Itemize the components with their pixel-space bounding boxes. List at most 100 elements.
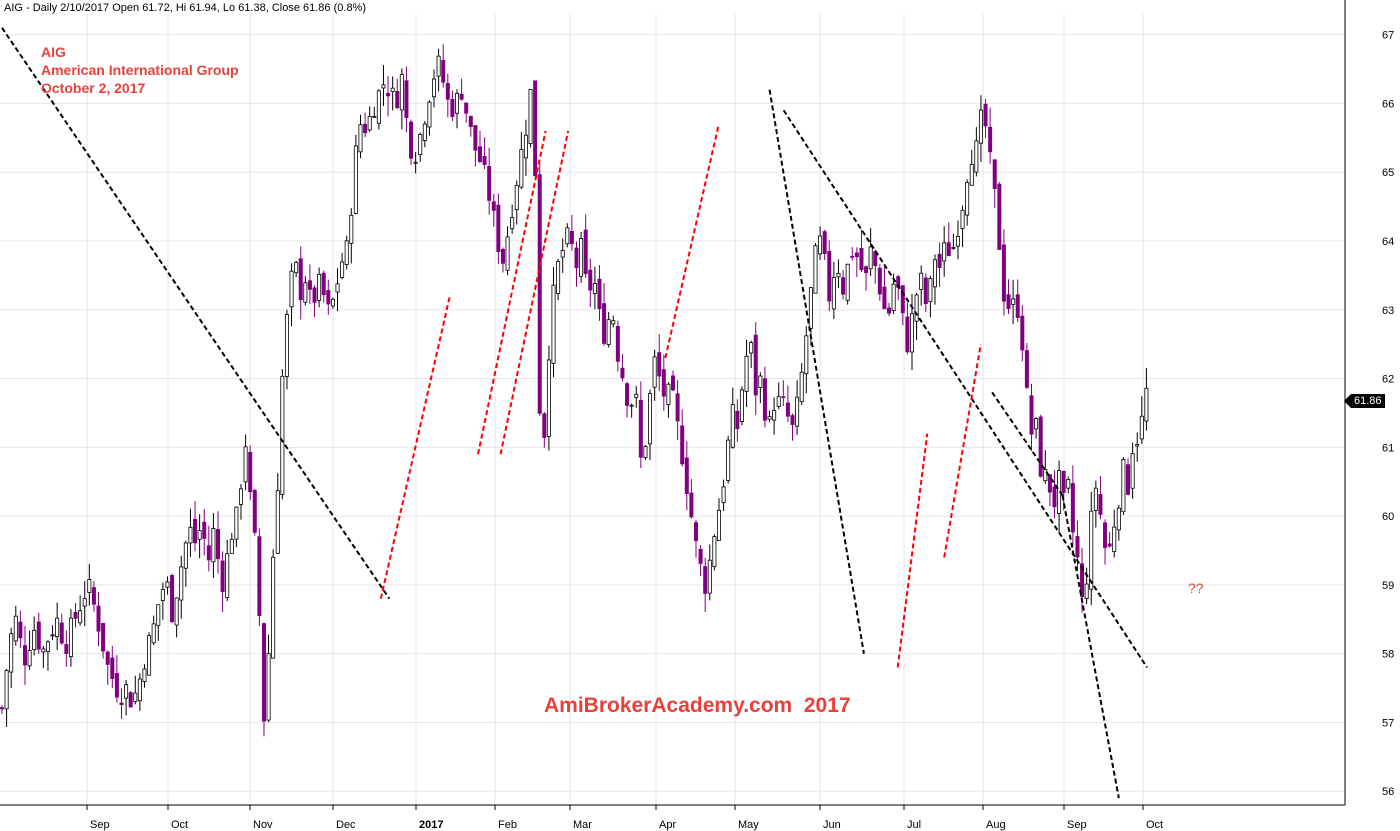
candle-up — [188, 526, 193, 544]
candle-down — [1103, 522, 1108, 548]
y-tick-label: 66 — [1382, 98, 1394, 110]
red-trendline — [477, 130, 547, 455]
x-tick-label: Sep — [90, 819, 110, 831]
candle-up — [78, 610, 83, 624]
candle-down — [1024, 350, 1029, 388]
y-tick-label: 67 — [1382, 30, 1394, 42]
candle-up — [546, 359, 551, 437]
candle-up — [836, 272, 841, 278]
candle-up — [1144, 387, 1149, 422]
candle-down — [1006, 294, 1011, 309]
candle-down — [850, 255, 855, 258]
candle-down — [638, 399, 643, 458]
candle-up — [179, 566, 184, 601]
last-price-badge: 61.86 — [1344, 394, 1385, 408]
candle-up — [716, 509, 721, 541]
candle-up — [381, 84, 386, 89]
candle-up — [510, 216, 515, 230]
candle-down — [1075, 536, 1080, 558]
candle-down — [877, 267, 882, 295]
candle-up — [174, 597, 179, 626]
question-marks: ?? — [1188, 580, 1204, 596]
candle-down — [128, 692, 133, 708]
candle-down — [1038, 416, 1043, 477]
candle-down — [1098, 494, 1103, 515]
candle-up — [45, 641, 50, 652]
candle-up — [156, 604, 161, 626]
candle-down — [900, 285, 905, 314]
candle-down — [735, 410, 740, 430]
candle-up — [399, 74, 404, 111]
candle-up — [749, 342, 754, 354]
candle-up — [592, 283, 597, 295]
candle-down — [1061, 470, 1066, 493]
candle-down — [487, 165, 492, 201]
candle-down — [625, 383, 630, 406]
candle-up — [643, 446, 648, 458]
candle-down — [762, 378, 767, 421]
candle-down — [114, 673, 119, 698]
candle-down — [73, 611, 78, 619]
red-trendline — [896, 433, 929, 668]
candle-down — [386, 93, 391, 97]
candle-up — [928, 278, 933, 303]
black-trendline — [782, 109, 1148, 668]
candle-up — [648, 393, 653, 445]
candle-up — [68, 617, 73, 657]
x-tick-label: Oct — [171, 819, 188, 831]
x-tick-label: 2017 — [419, 819, 443, 831]
candle-up — [280, 375, 285, 495]
candle-up — [225, 553, 230, 598]
x-tick-label: Dec — [336, 819, 356, 831]
candle-down — [500, 249, 505, 264]
candle-up — [1121, 458, 1126, 513]
candle-down — [680, 425, 685, 465]
candle-up — [707, 559, 712, 594]
candle-up — [767, 416, 772, 420]
candle-up — [721, 486, 726, 504]
candle-up — [579, 238, 584, 277]
candle-up — [1084, 583, 1089, 599]
candle-down — [216, 529, 221, 560]
candle-up — [831, 277, 836, 310]
candle-up — [418, 133, 423, 156]
candle-up — [243, 446, 248, 483]
candle-up — [1011, 298, 1016, 305]
candle-up — [818, 235, 823, 255]
candle-down — [854, 252, 859, 258]
x-tick-label: Aug — [986, 819, 1006, 831]
candle-down — [450, 98, 455, 117]
candle-down — [602, 303, 607, 344]
candle-up — [551, 284, 556, 364]
candle-up — [634, 393, 639, 398]
candle-down — [785, 402, 790, 417]
watermark-text: AmiBrokerAcademy.com 2017 — [544, 694, 851, 717]
candle-down — [882, 286, 887, 310]
x-tick-label: Sep — [1067, 819, 1087, 831]
candle-down — [326, 290, 331, 305]
red-trendline — [499, 130, 570, 455]
candle-up — [133, 692, 138, 702]
candle-up — [739, 389, 744, 422]
candle-up — [955, 235, 960, 247]
red-trendline — [943, 343, 982, 558]
candle-down — [468, 115, 473, 127]
candle-up — [137, 678, 142, 702]
candle-up — [932, 259, 937, 288]
candle-up — [9, 633, 14, 673]
candle-up — [629, 404, 634, 407]
candle-up — [799, 371, 804, 402]
candle-down — [542, 413, 547, 438]
candle-up — [804, 335, 809, 375]
candle-up — [317, 273, 322, 301]
candle-down — [583, 229, 588, 275]
candle-down — [307, 280, 312, 290]
candle-up — [211, 528, 216, 563]
candle-down — [119, 702, 124, 705]
candle-down — [1080, 563, 1085, 597]
candle-down — [597, 278, 602, 309]
candle-down — [0, 707, 4, 710]
candle-up — [868, 246, 873, 270]
candle-up — [965, 182, 970, 216]
